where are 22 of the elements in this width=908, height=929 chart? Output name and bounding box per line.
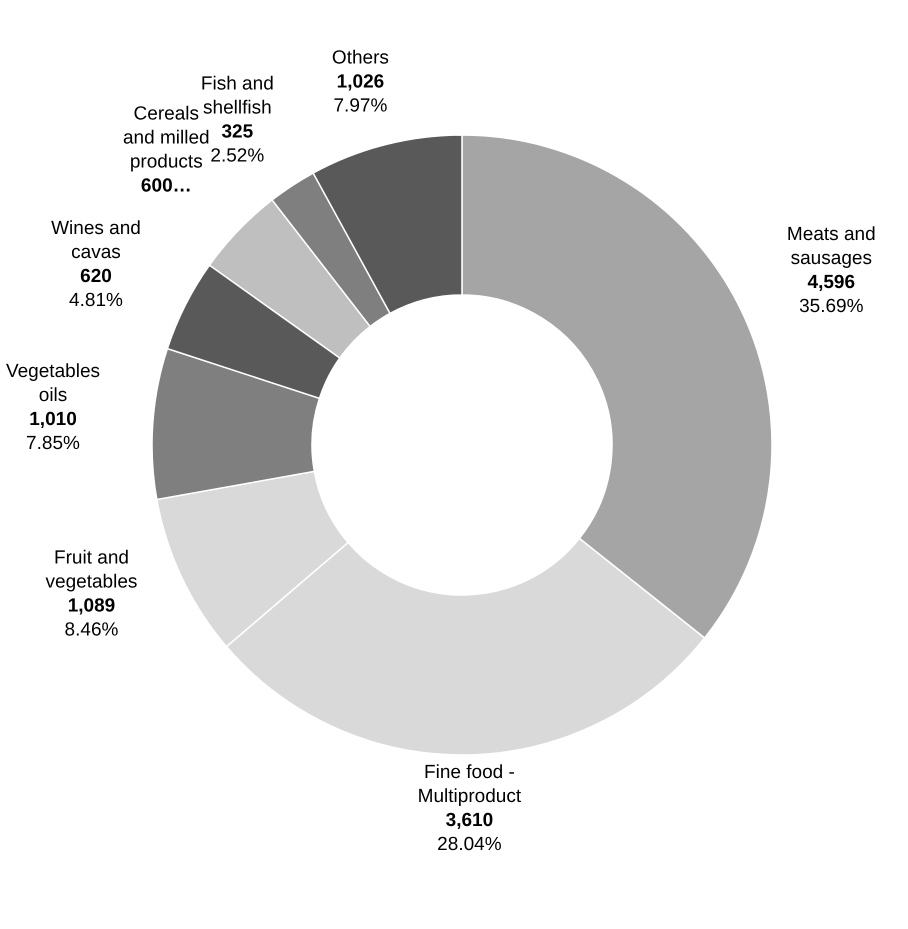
text: 28.04%: [437, 834, 502, 855]
data-label: 1,089: [68, 596, 116, 617]
slice-label: Fruit and vegetables: [46, 548, 138, 593]
slice-label: Meats and sausages: [786, 224, 876, 270]
text: 35.69%: [799, 296, 864, 318]
data-label: 620: [80, 266, 112, 288]
text: 2.52%: [210, 145, 264, 166]
data-label: 600…: [140, 175, 192, 196]
text: 4.81%: [69, 290, 123, 312]
slice-label: Fish and shellfish: [200, 73, 274, 118]
data-label: 3,610: [446, 810, 494, 831]
slice-label: Wines and cavas: [51, 218, 141, 264]
slice-label: Fine food - Multiproduct: [418, 762, 522, 807]
data-label: 325: [221, 121, 254, 142]
slice-label: Others: [332, 48, 389, 69]
text: 7.85%: [26, 432, 80, 454]
data-label: 4,596: [808, 272, 856, 294]
slice-label: Vegetables oils: [6, 360, 100, 406]
text: 7.97%: [333, 96, 388, 117]
text: 8.46%: [64, 620, 118, 641]
data-label: 1,010: [29, 408, 77, 430]
data-label: 1,026: [336, 72, 384, 93]
